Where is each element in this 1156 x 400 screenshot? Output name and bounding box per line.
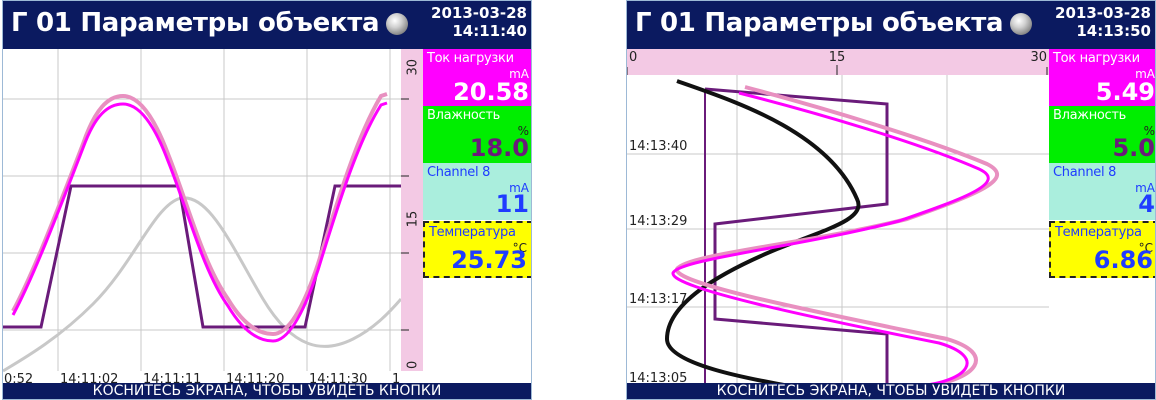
panel-title: Г 01 Параметры объекта	[11, 8, 380, 38]
header-bar: Г 01 Параметры объекта 2013-03-28 14:13:…	[627, 1, 1155, 49]
tile-value: 11	[495, 190, 529, 218]
date-label: 2013-03-28	[1055, 4, 1151, 22]
tile-humidity[interactable]: Влажность % 18.0	[423, 106, 531, 163]
tile-channel8[interactable]: Channel 8 mA 11	[423, 163, 531, 220]
temperature-light-series	[675, 85, 999, 386]
channel-tiles: Ток нагрузки mA 5.49 Влажность % 5.0 Cha…	[1049, 49, 1155, 386]
tile-unit: °C	[1138, 241, 1153, 255]
time-label: 14:11:40	[452, 22, 527, 40]
tile-current[interactable]: Ток нагрузки mA 5.49	[1049, 49, 1155, 106]
panel-title: Г 01 Параметры объекта	[635, 8, 1004, 38]
tile-unit: mA	[1135, 67, 1155, 81]
tile-unit: mA	[509, 67, 529, 81]
scale-label-left: 0	[629, 50, 637, 65]
tile-unit: %	[517, 124, 529, 138]
channel8-series	[3, 196, 403, 373]
current-series	[11, 101, 388, 343]
tile-name: Ток нагрузки	[1053, 51, 1140, 66]
scale-strip	[401, 49, 423, 371]
scale-label-mid: 15	[406, 211, 421, 228]
trend-chart[interactable]: 0 15 30 14:13:40 14:13:29 14:13:17 14:13…	[627, 49, 1049, 386]
scale-ticks	[627, 65, 1048, 75]
channel-tiles: Ток нагрузки mA 20.58 Влажность % 18.0 C…	[423, 49, 531, 386]
tile-name: Температура	[429, 225, 516, 240]
tile-name: Влажность	[427, 108, 501, 123]
date-label: 2013-03-28	[431, 4, 527, 22]
scale-label-top: 30	[406, 59, 421, 76]
grid	[627, 75, 1049, 386]
time-label: 14:11:02	[60, 372, 118, 386]
trend-chart[interactable]: 30 15 0 0:52 14:11:02 14:11:11 14:11:20 …	[3, 49, 423, 386]
humidity-series	[704, 87, 889, 386]
touch-hint-bar[interactable]: КОСНИТЕСЬ ЭКРАНА, ЧТОБЫ УВИДЕТЬ КНОПКИ	[627, 383, 1155, 399]
tile-unit: °C	[512, 241, 527, 255]
temperature-series	[664, 79, 861, 386]
tile-name: Ток нагрузки	[427, 51, 514, 66]
tile-unit: mA	[1135, 181, 1155, 195]
tile-temperature[interactable]: Температура °C 25.73	[423, 221, 531, 278]
tile-value: 5.49	[1095, 78, 1155, 106]
tile-channel8[interactable]: Channel 8 mA 4	[1049, 163, 1155, 220]
scale-label-right: 30	[1030, 50, 1047, 65]
status-indicator-icon	[386, 13, 408, 35]
time-label: 0:52	[4, 372, 33, 386]
time-label: 14:13:29	[629, 214, 687, 229]
time-label: 14:11:30	[309, 372, 367, 386]
scale-label-bottom: 0	[406, 361, 421, 369]
tile-value: 5.0	[1112, 134, 1155, 162]
time-label: 14:13:50	[1076, 22, 1151, 40]
scale-label-mid: 15	[829, 50, 846, 65]
tile-value: 18.0	[469, 134, 529, 162]
touch-hint-bar[interactable]: КОСНИТЕСЬ ЭКРАНА, ЧТОБЫ УВИДЕТЬ КНОПКИ	[3, 383, 531, 399]
time-label: 14:13:05	[629, 371, 687, 386]
time-label: 1	[392, 372, 400, 386]
tile-value: 25.73	[451, 246, 527, 274]
tile-value: 6.86	[1093, 246, 1153, 274]
scale-ticks	[401, 98, 409, 331]
trend-panel-vertical[interactable]: Г 01 Параметры объекта 2013-03-28 14:13:…	[626, 0, 1156, 400]
time-label: 14:13:17	[629, 292, 687, 307]
header-bar: Г 01 Параметры объекта 2013-03-28 14:11:…	[3, 1, 531, 49]
tile-name: Влажность	[1053, 108, 1127, 123]
time-label: 14:13:40	[629, 139, 687, 154]
status-indicator-icon	[1010, 13, 1032, 35]
grid	[3, 49, 401, 371]
tile-name: Температура	[1055, 225, 1142, 240]
tile-name: Channel 8	[1053, 165, 1117, 180]
tile-humidity[interactable]: Влажность % 5.0	[1049, 106, 1155, 163]
tile-value: 4	[1138, 190, 1155, 218]
current-series	[671, 91, 990, 386]
tile-value: 20.58	[453, 78, 529, 106]
time-label: 14:11:20	[226, 372, 284, 386]
tile-unit: mA	[509, 181, 529, 195]
trend-panel-horizontal[interactable]: Г 01 Параметры объекта 2013-03-28 14:11:…	[2, 0, 532, 400]
tile-current[interactable]: Ток нагрузки mA 20.58	[423, 49, 531, 106]
tile-temperature[interactable]: Температура °C 6.86	[1049, 221, 1155, 278]
humidity-series	[3, 184, 401, 329]
time-label: 14:11:11	[143, 372, 201, 386]
tile-name: Channel 8	[427, 165, 491, 180]
datetime: 2013-03-28 14:11:40	[431, 4, 527, 40]
tile-unit: %	[1143, 124, 1155, 138]
scale-strip	[627, 49, 1049, 75]
datetime: 2013-03-28 14:13:50	[1055, 4, 1151, 40]
